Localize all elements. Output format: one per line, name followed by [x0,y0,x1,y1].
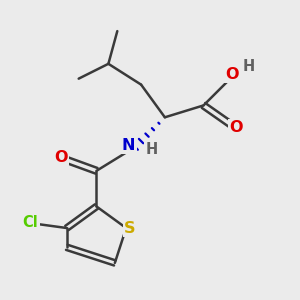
Text: O: O [225,67,238,82]
Text: Cl: Cl [23,214,38,230]
Text: O: O [230,120,243,135]
Text: S: S [124,220,136,236]
Text: N: N [122,138,135,153]
Text: H: H [146,142,158,157]
Text: O: O [54,150,68,165]
Text: H: H [243,59,255,74]
